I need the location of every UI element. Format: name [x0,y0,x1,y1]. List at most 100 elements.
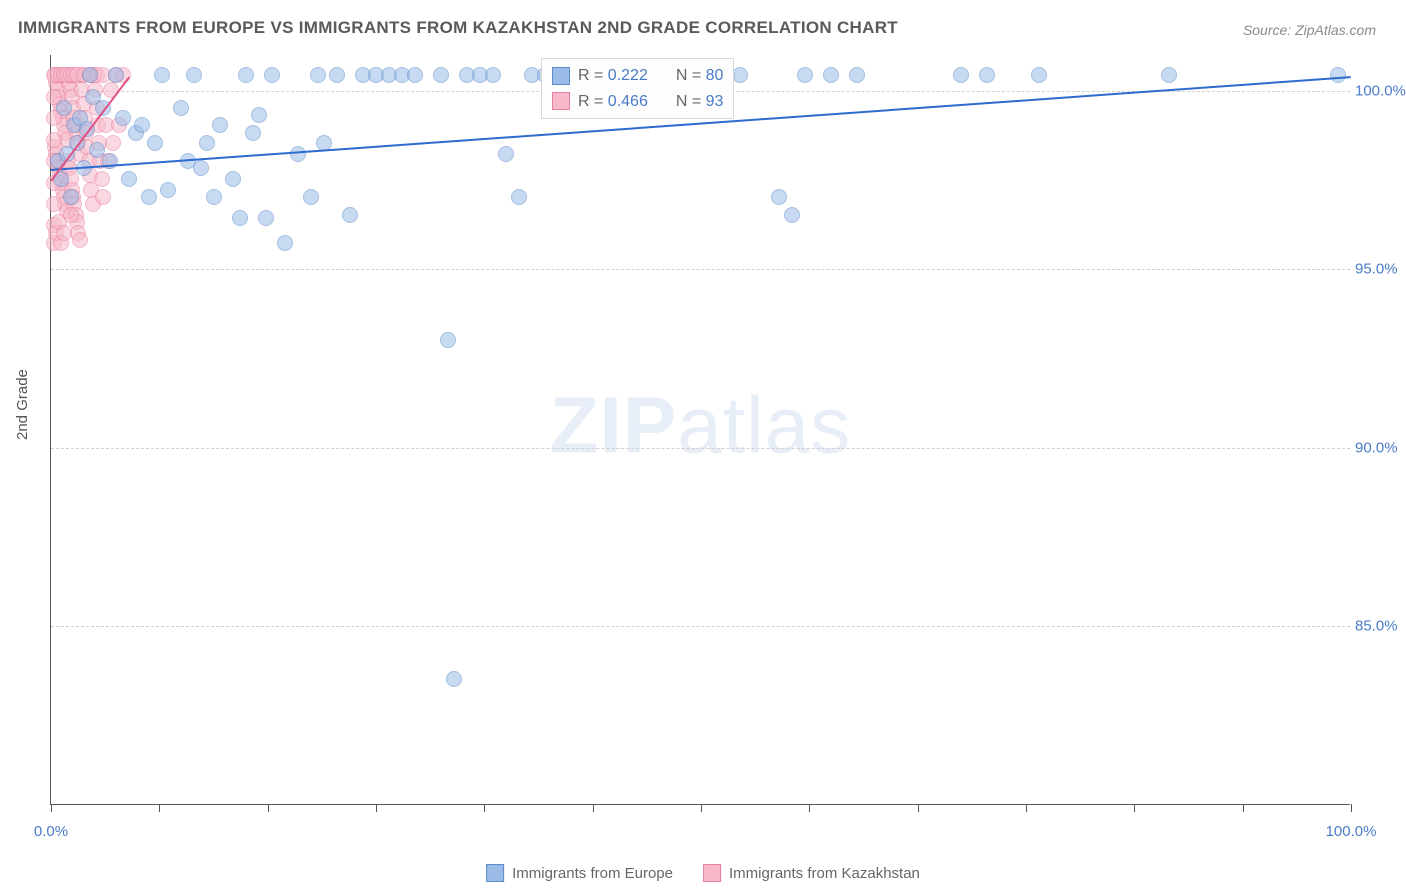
y-tick-label: 90.0% [1355,439,1406,456]
x-tick [1134,804,1135,812]
point-europe [277,235,293,251]
point-europe [771,189,787,205]
point-europe [511,189,527,205]
point-kazakhstan [94,171,110,187]
stats-row: R = 0.222 N = 80 [552,63,723,89]
point-kazakhstan [63,207,79,223]
chart-title: IMMIGRANTS FROM EUROPE VS IMMIGRANTS FRO… [18,18,898,38]
x-tick-label: 0.0% [34,823,68,840]
x-tick [701,804,702,812]
y-tick-label: 100.0% [1355,82,1406,99]
x-tick [1026,804,1027,812]
point-europe [953,67,969,83]
stats-legend: R = 0.222 N = 80 R = 0.466 N = 93 [541,58,734,119]
point-europe [290,146,306,162]
point-europe [56,100,72,116]
stats-swatch [552,67,570,85]
point-kazakhstan [56,225,72,241]
point-europe [1161,67,1177,83]
point-europe [199,135,215,151]
legend-swatch-kazakhstan [703,864,721,882]
stats-swatch [552,92,570,110]
point-europe [115,110,131,126]
legend-swatch-europe [486,864,504,882]
legend-item-kazakhstan: Immigrants from Kazakhstan [703,864,920,882]
point-europe [160,182,176,198]
point-europe [63,189,79,205]
point-europe [329,67,345,83]
chart-area: ZIPatlas 85.0%90.0%95.0%100.0%0.0%100.0%… [50,55,1350,805]
point-europe [134,117,150,133]
plot-region: ZIPatlas 85.0%90.0%95.0%100.0%0.0%100.0%… [50,55,1350,805]
point-europe [121,171,137,187]
point-europe [1330,67,1346,83]
point-europe [173,100,189,116]
legend-label-kazakhstan: Immigrants from Kazakhstan [729,865,920,882]
gridline [51,626,1350,627]
x-tick [268,804,269,812]
legend-label-europe: Immigrants from Europe [512,865,673,882]
point-europe [251,107,267,123]
point-europe [979,67,995,83]
bottom-legend: Immigrants from Europe Immigrants from K… [486,864,920,882]
y-tick-label: 85.0% [1355,618,1406,635]
watermark-bold: ZIP [550,380,677,469]
point-kazakhstan [72,232,88,248]
point-europe [206,189,222,205]
stats-r-label: R = 0.466 [578,89,648,115]
point-europe [264,67,280,83]
point-europe [238,67,254,83]
stats-r-label: R = 0.222 [578,63,648,89]
point-europe [154,67,170,83]
point-europe [232,210,248,226]
y-tick-label: 95.0% [1355,261,1406,278]
x-tick [809,804,810,812]
x-tick [484,804,485,812]
point-kazakhstan [46,196,62,212]
y-axis-label: 2nd Grade [14,369,31,440]
x-tick [376,804,377,812]
point-europe [303,189,319,205]
point-europe [225,171,241,187]
point-europe [310,67,326,83]
point-europe [258,210,274,226]
stats-row: R = 0.466 N = 93 [552,89,723,115]
source-credit: Source: ZipAtlas.com [1243,22,1376,38]
point-europe [141,189,157,205]
point-europe [407,67,423,83]
x-tick [1243,804,1244,812]
point-europe [193,160,209,176]
x-tick [593,804,594,812]
x-tick-label: 100.0% [1326,823,1377,840]
point-europe [342,207,358,223]
point-europe [849,67,865,83]
gridline [51,448,1350,449]
x-tick [1351,804,1352,812]
legend-item-europe: Immigrants from Europe [486,864,673,882]
point-europe [245,125,261,141]
point-europe [784,207,800,223]
point-europe [485,67,501,83]
point-europe [498,146,514,162]
point-europe [212,117,228,133]
point-europe [147,135,163,151]
watermark: ZIPatlas [550,379,851,471]
point-europe [823,67,839,83]
point-europe [108,67,124,83]
gridline [51,269,1350,270]
point-europe [82,67,98,83]
point-europe [446,671,462,687]
point-kazakhstan [46,132,62,148]
x-tick [51,804,52,812]
watermark-rest: atlas [677,380,851,469]
point-europe [797,67,813,83]
point-europe [433,67,449,83]
point-europe [186,67,202,83]
stats-n-label: N = 80 [676,63,724,89]
stats-n-label: N = 93 [676,89,724,115]
point-europe [1031,67,1047,83]
point-europe [440,332,456,348]
x-tick [918,804,919,812]
x-tick [159,804,160,812]
point-kazakhstan [105,135,121,151]
